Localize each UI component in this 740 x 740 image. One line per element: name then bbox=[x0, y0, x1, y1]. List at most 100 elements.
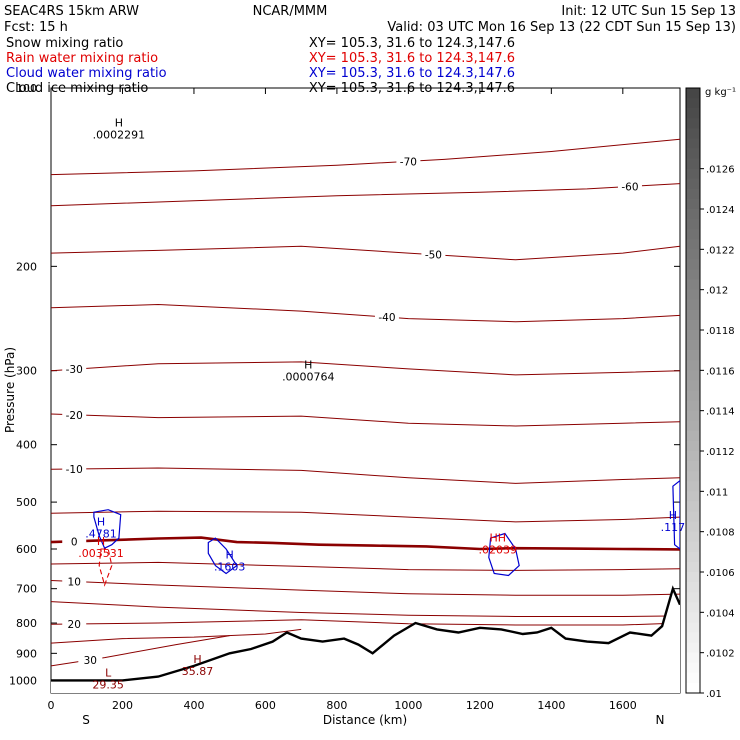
colorbar-band bbox=[686, 471, 700, 482]
colorbar-band bbox=[686, 319, 700, 331]
extremum-marker: H bbox=[669, 509, 677, 522]
colorbar-band bbox=[686, 531, 700, 543]
field-legend: Snow mixing ratio XY= 105.3, 31.6 to 124.… bbox=[6, 36, 515, 96]
colorbar-band bbox=[686, 400, 700, 412]
field-xy: XY= 105.3, 31.6 to 124.3,147.6 bbox=[309, 66, 515, 81]
colorbar-band bbox=[686, 148, 700, 160]
colorbar-tick-label: .0124 bbox=[706, 205, 735, 216]
y-tick-label: 900 bbox=[16, 647, 37, 660]
colorbar-tick-label: .0108 bbox=[706, 528, 735, 539]
colorbar-band bbox=[686, 501, 700, 512]
extremum-marker: H bbox=[304, 358, 312, 371]
colorbar-tick-label: .011 bbox=[706, 487, 728, 498]
extremum-marker: HH bbox=[489, 532, 506, 545]
extremum-marker: H bbox=[193, 653, 201, 666]
colorbar-band bbox=[686, 430, 700, 442]
colorbar-band bbox=[686, 98, 700, 109]
colorbar-band bbox=[686, 299, 700, 311]
colorbar-band bbox=[686, 521, 700, 533]
colorbar-band bbox=[686, 259, 700, 270]
colorbar-band bbox=[686, 410, 700, 422]
end-label-left: S bbox=[82, 713, 90, 727]
isotherm-label-bg bbox=[62, 461, 87, 475]
colorbar-band bbox=[686, 481, 700, 492]
isotherm-label-bg bbox=[374, 310, 399, 324]
field-name: Snow mixing ratio bbox=[6, 36, 123, 51]
colorbar-tick-label: .0104 bbox=[706, 608, 735, 619]
extremum-marker: H bbox=[115, 117, 123, 130]
isotherm-label: -70 bbox=[400, 156, 417, 168]
isotherm-label: -30 bbox=[66, 364, 83, 376]
x-tick-label: 600 bbox=[255, 699, 276, 712]
rain-water-contours bbox=[98, 548, 113, 587]
extremum-value: .02039 bbox=[478, 544, 517, 557]
colorbar-band bbox=[686, 622, 700, 633]
isotherm-label-bg bbox=[421, 247, 446, 261]
field-name: Rain water mixing ratio bbox=[6, 51, 158, 66]
y-tick-label: 300 bbox=[16, 365, 37, 378]
isotherm-line bbox=[51, 303, 680, 323]
field-xy: XY= 105.3, 31.6 to 124.3,147.6 bbox=[309, 36, 515, 51]
y-tick-label: 600 bbox=[16, 543, 37, 556]
x-tick-label: 800 bbox=[326, 699, 347, 712]
header-fcst: Fcst: 15 h bbox=[4, 20, 68, 35]
isotherm-label: -20 bbox=[66, 410, 83, 422]
plot-frame bbox=[50, 87, 681, 694]
colorbar-tick-label: .0118 bbox=[706, 326, 735, 337]
isotherm-label: -60 bbox=[621, 181, 638, 193]
cloud-water-contour bbox=[488, 532, 520, 577]
temperature-contours: -70 -60 -50 -40 -30 -20 -10 0 10 20 30 bbox=[51, 138, 680, 667]
colorbar-frame bbox=[685, 87, 701, 694]
extremum-value: .003531 bbox=[78, 547, 124, 560]
colorbar-band bbox=[686, 198, 700, 210]
isotherm-line bbox=[51, 467, 680, 484]
y-tick-label: 200 bbox=[16, 260, 37, 273]
y-tick-label: 1000 bbox=[9, 674, 37, 687]
isotherm-line bbox=[51, 619, 680, 626]
cloud-water-contour bbox=[207, 537, 238, 575]
extremum-value: .0002291 bbox=[93, 129, 146, 142]
colorbar-band bbox=[686, 269, 700, 281]
colorbar-band bbox=[686, 128, 700, 139]
colorbar-unit: g kg⁻¹ bbox=[705, 87, 736, 98]
extremum-marker: H bbox=[226, 548, 234, 561]
colorbar-band bbox=[686, 642, 700, 654]
extremum-marker: H bbox=[97, 515, 105, 528]
header-init: Init: 12 UTC Sun 15 Sep 13 bbox=[561, 4, 736, 19]
y-tick-label: 400 bbox=[16, 439, 37, 452]
extremum-marker: H bbox=[97, 535, 105, 548]
colorbar-band bbox=[686, 370, 700, 381]
y-tick-label: 800 bbox=[16, 617, 37, 630]
isotherm-line bbox=[51, 413, 680, 427]
x-tick-label: 1600 bbox=[609, 699, 637, 712]
colorbar-band bbox=[686, 108, 700, 119]
colorbar-tick-label: .0116 bbox=[706, 366, 735, 377]
extremum-marker: L bbox=[105, 666, 112, 679]
extremum-value: 35.87 bbox=[182, 665, 214, 678]
isotherm-line bbox=[51, 138, 680, 176]
terrain-line bbox=[51, 585, 680, 682]
isotherm-label-bg bbox=[62, 534, 87, 548]
colorbar-tick-label: .01 bbox=[706, 689, 722, 700]
colorbar-band bbox=[686, 219, 700, 230]
colorbar-band bbox=[686, 239, 700, 250]
isotherm-label-bg bbox=[62, 617, 87, 631]
y-tick-label: 100 bbox=[16, 82, 37, 95]
colorbar-band bbox=[686, 662, 700, 674]
cloud-water-contour bbox=[93, 509, 122, 550]
colorbar-band bbox=[686, 582, 700, 593]
colorbar-band bbox=[686, 652, 700, 664]
colorbar-band bbox=[686, 551, 700, 563]
x-tick-label: 200 bbox=[112, 699, 133, 712]
colorbar-band bbox=[686, 209, 700, 220]
colorbar-tick-label: .0102 bbox=[706, 649, 735, 660]
isotherm-line bbox=[51, 510, 680, 523]
extremum-value: .0000764 bbox=[282, 370, 335, 383]
colorbar-band bbox=[686, 390, 700, 402]
header-valid: Valid: 03 UTC Mon 16 Sep 13 (22 CDT Sun … bbox=[387, 20, 736, 35]
colorbar-band bbox=[686, 188, 700, 200]
colorbar-band bbox=[686, 672, 700, 684]
colorbar-band bbox=[686, 289, 700, 301]
